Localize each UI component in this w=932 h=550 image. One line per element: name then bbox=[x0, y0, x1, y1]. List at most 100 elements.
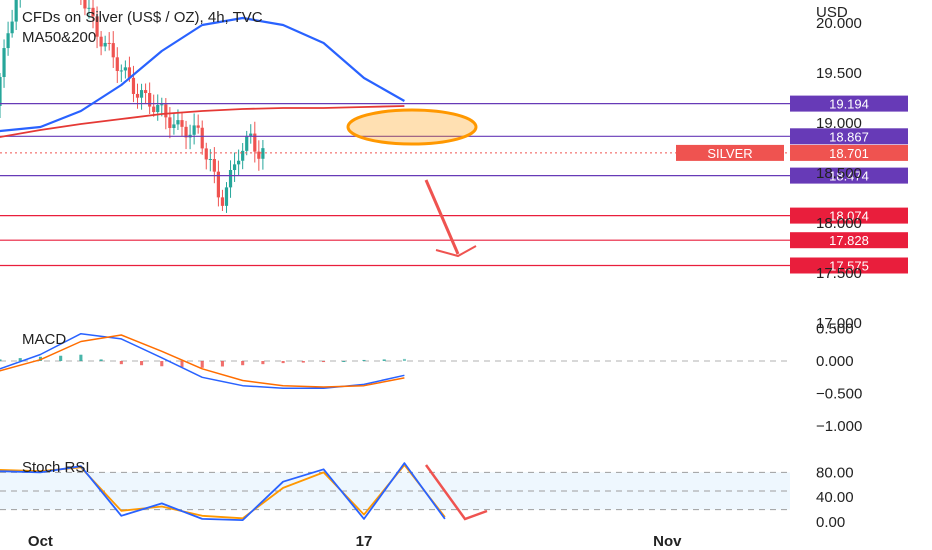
candle-body bbox=[228, 170, 233, 188]
signal-line bbox=[0, 334, 405, 388]
candle-body bbox=[99, 36, 103, 47]
macd-histogram-bar bbox=[119, 361, 123, 365]
chart-title: CFDs on Silver (US$ / OZ), 4h, TVC bbox=[22, 9, 263, 26]
macd-histogram-bar bbox=[18, 358, 22, 361]
macd-histogram-bar bbox=[362, 359, 366, 361]
candle-body bbox=[156, 104, 160, 113]
price-tick-label: 19.500 bbox=[816, 65, 862, 82]
macd-histogram-bar bbox=[99, 359, 103, 361]
level-tag-label: 17.575 bbox=[829, 259, 869, 274]
macd-histogram-bar bbox=[241, 361, 245, 366]
candle-body bbox=[208, 159, 212, 161]
price-pane: 19.194 18.867 18.474 18.074 17.828 17.575 SILV… bbox=[0, 0, 908, 274]
candle-body bbox=[204, 148, 208, 160]
level-tag bbox=[790, 167, 908, 184]
candle-body bbox=[253, 133, 257, 152]
macd-tick-label: 0.000 bbox=[816, 353, 854, 370]
candle-body bbox=[224, 187, 229, 206]
level-tag bbox=[790, 128, 908, 145]
macd-line bbox=[0, 332, 405, 390]
price-tick-label: 17.000 bbox=[816, 315, 862, 332]
macd-title: MACD bbox=[22, 331, 66, 348]
macd-tick-label: −0.500 bbox=[816, 386, 862, 403]
candle-body bbox=[139, 90, 144, 98]
candle-body bbox=[176, 120, 180, 125]
price-tick-label: 18.500 bbox=[816, 165, 862, 182]
macd-histogram-bar bbox=[402, 358, 406, 361]
macd-histogram-bar bbox=[322, 361, 326, 363]
level-tag bbox=[790, 232, 908, 249]
ma50-line bbox=[0, 16, 405, 133]
candle-body bbox=[115, 57, 119, 71]
candle-body bbox=[220, 197, 225, 206]
axes: 20.50020.00019.50019.00018.50018.00017.5… bbox=[28, 15, 862, 550]
price-tick-label: 17.500 bbox=[816, 265, 862, 282]
symbol-tag bbox=[676, 144, 784, 161]
projection-arrowhead bbox=[435, 245, 477, 258]
candle-body bbox=[168, 117, 172, 128]
macd-histogram-bar bbox=[220, 361, 224, 367]
stoch-rsi-pane bbox=[0, 462, 790, 521]
crossover-highlight bbox=[346, 108, 478, 146]
candle-body bbox=[164, 104, 168, 118]
candle-body bbox=[135, 93, 140, 98]
macd-histogram-bar bbox=[59, 355, 63, 361]
macd-histogram-bar bbox=[301, 361, 305, 363]
candle-body bbox=[241, 150, 245, 161]
price-tick-label: 19.000 bbox=[816, 115, 862, 132]
projection-arrow bbox=[424, 179, 460, 255]
candle-body bbox=[131, 77, 136, 94]
candle-body bbox=[10, 21, 14, 34]
time-tick-label: 17 bbox=[356, 533, 373, 550]
candle-body bbox=[83, 0, 87, 9]
stoch-rsi-title: Stoch RSI bbox=[22, 459, 90, 476]
candle-body bbox=[123, 67, 127, 71]
macd-histogram-bar bbox=[281, 361, 285, 364]
candle-body bbox=[232, 164, 237, 171]
level-tag bbox=[790, 95, 908, 112]
level-tag bbox=[790, 257, 908, 274]
macd-histogram-bar bbox=[342, 361, 346, 362]
candle-body bbox=[144, 90, 148, 94]
macd-histogram-bar bbox=[180, 361, 184, 367]
macd-histogram-bar bbox=[200, 361, 204, 368]
candle-body bbox=[245, 135, 249, 151]
macd-histogram-bar bbox=[140, 361, 144, 366]
indicator-label: MA50&200 bbox=[22, 29, 96, 46]
price-tick-label: 18.000 bbox=[816, 215, 862, 232]
rsi-tick-label: 40.00 bbox=[816, 489, 854, 506]
last-price-tag-label: 18.701 bbox=[829, 146, 869, 161]
candle-body bbox=[119, 70, 123, 72]
candle-body bbox=[196, 125, 200, 128]
candle-body bbox=[237, 160, 241, 165]
candle-body bbox=[257, 151, 261, 159]
candle-body bbox=[6, 33, 10, 49]
candle-body bbox=[0, 77, 2, 106]
rsi-band bbox=[0, 472, 790, 510]
candle-body bbox=[95, 16, 99, 37]
time-tick-label: Nov bbox=[653, 533, 682, 550]
level-tag-label: 18.474 bbox=[829, 169, 869, 184]
ma200-line bbox=[0, 105, 405, 138]
candle-body bbox=[152, 106, 156, 113]
macd-tick-label: −1.000 bbox=[816, 418, 862, 435]
stoch-k-line bbox=[0, 462, 446, 521]
rsi-tick-label: 80.00 bbox=[816, 464, 854, 481]
candle-body bbox=[91, 7, 95, 17]
macd-pane bbox=[0, 332, 790, 390]
macd-histogram-bar bbox=[382, 359, 386, 361]
candle-body bbox=[200, 127, 204, 149]
price-tick-label: 20.000 bbox=[816, 15, 862, 32]
time-tick-label: Oct bbox=[28, 533, 53, 550]
candle-body bbox=[160, 104, 164, 106]
candle-body bbox=[180, 120, 184, 127]
macd-histogram-bar bbox=[261, 361, 265, 365]
level-tag-label: 17.828 bbox=[829, 233, 869, 248]
candle-body bbox=[103, 42, 107, 47]
level-tag bbox=[790, 207, 908, 224]
candle-body bbox=[192, 125, 196, 135]
candle-body bbox=[14, 0, 18, 22]
last-price-tag bbox=[790, 144, 908, 161]
level-tag-label: 18.074 bbox=[829, 209, 869, 224]
